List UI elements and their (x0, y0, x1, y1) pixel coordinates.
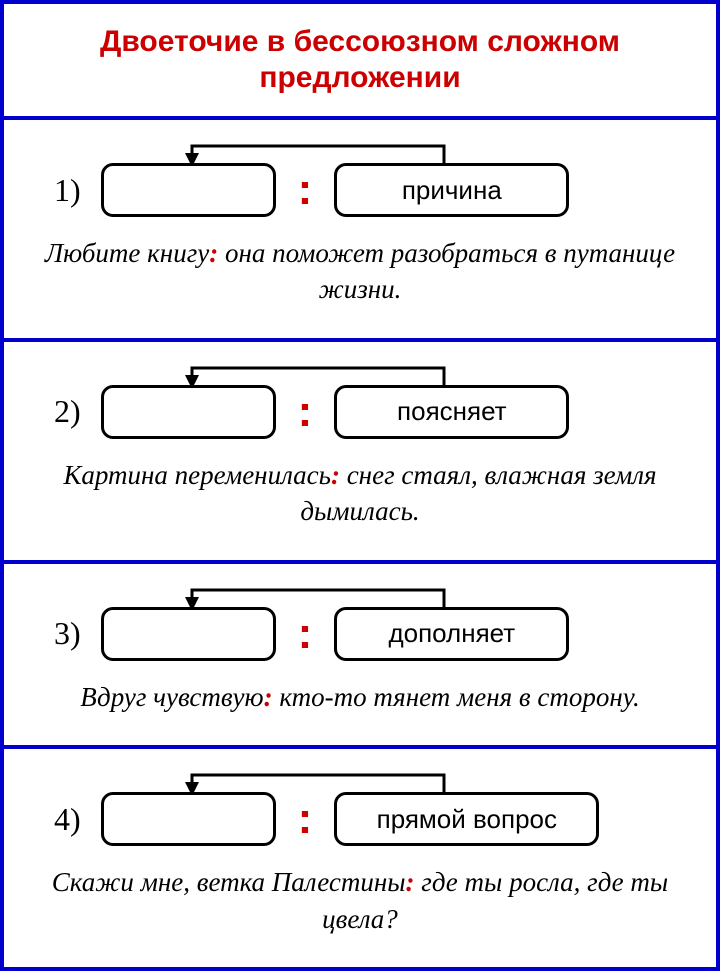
example-text: Вдруг чувствую: кто-то тянет меня в стор… (44, 679, 676, 715)
clause-box-second: прямой вопрос (334, 792, 599, 846)
colon-separator: : (298, 168, 313, 212)
arrow-connector (44, 364, 676, 386)
rule-number: 4) (54, 801, 81, 838)
colon-separator: : (298, 797, 313, 841)
sections-wrapper: 1): причина Любите книгу: она поможет разо… (4, 120, 716, 967)
example-text: Любите книгу: она поможет разобраться в … (44, 235, 676, 308)
rule-section-2: 2): поясняет Картина переменилась: снег ст… (4, 342, 716, 564)
rule-number: 2) (54, 393, 81, 430)
header: Двоеточие в бессоюзном сложном предложен… (4, 4, 716, 120)
diagram-row: 2): поясняет (44, 367, 676, 439)
title-line-2: предложении (259, 61, 460, 94)
colon-separator: : (298, 612, 313, 656)
clause-box-second: поясняет (334, 385, 569, 439)
diagram-row: 4): прямой вопрос (44, 774, 676, 846)
arrow-connector (44, 142, 676, 164)
clause-box-first (101, 792, 276, 846)
main-container: Двоеточие в бессоюзном сложном предложен… (0, 0, 720, 971)
example-text: Скажи мне, ветка Палестины: где ты росла… (44, 864, 676, 937)
page-title: Двоеточие в бессоюзном сложном предложен… (19, 24, 701, 96)
clause-box-second: причина (334, 163, 569, 217)
diagram-row: 3): дополняет (44, 589, 676, 661)
arrow-connector (44, 586, 676, 608)
clause-box-second: дополняет (334, 607, 569, 661)
rule-section-4: 4): прямой вопрос Скажи мне, ветка Палести… (4, 749, 716, 967)
clause-box-first (101, 163, 276, 217)
rule-number: 3) (54, 615, 81, 652)
title-line-1: Двоеточие в бессоюзном сложном (100, 25, 620, 58)
rule-section-3: 3): дополняет Вдруг чувствую: кто-то тянет… (4, 564, 716, 749)
example-text: Картина переменилась: снег стаял, влажна… (44, 457, 676, 530)
clause-box-first (101, 607, 276, 661)
arrow-connector (44, 771, 676, 793)
rule-number: 1) (54, 172, 81, 209)
rule-section-1: 1): причина Любите книгу: она поможет разо… (4, 120, 716, 342)
clause-box-first (101, 385, 276, 439)
diagram-row: 1): причина (44, 145, 676, 217)
colon-separator: : (298, 390, 313, 434)
